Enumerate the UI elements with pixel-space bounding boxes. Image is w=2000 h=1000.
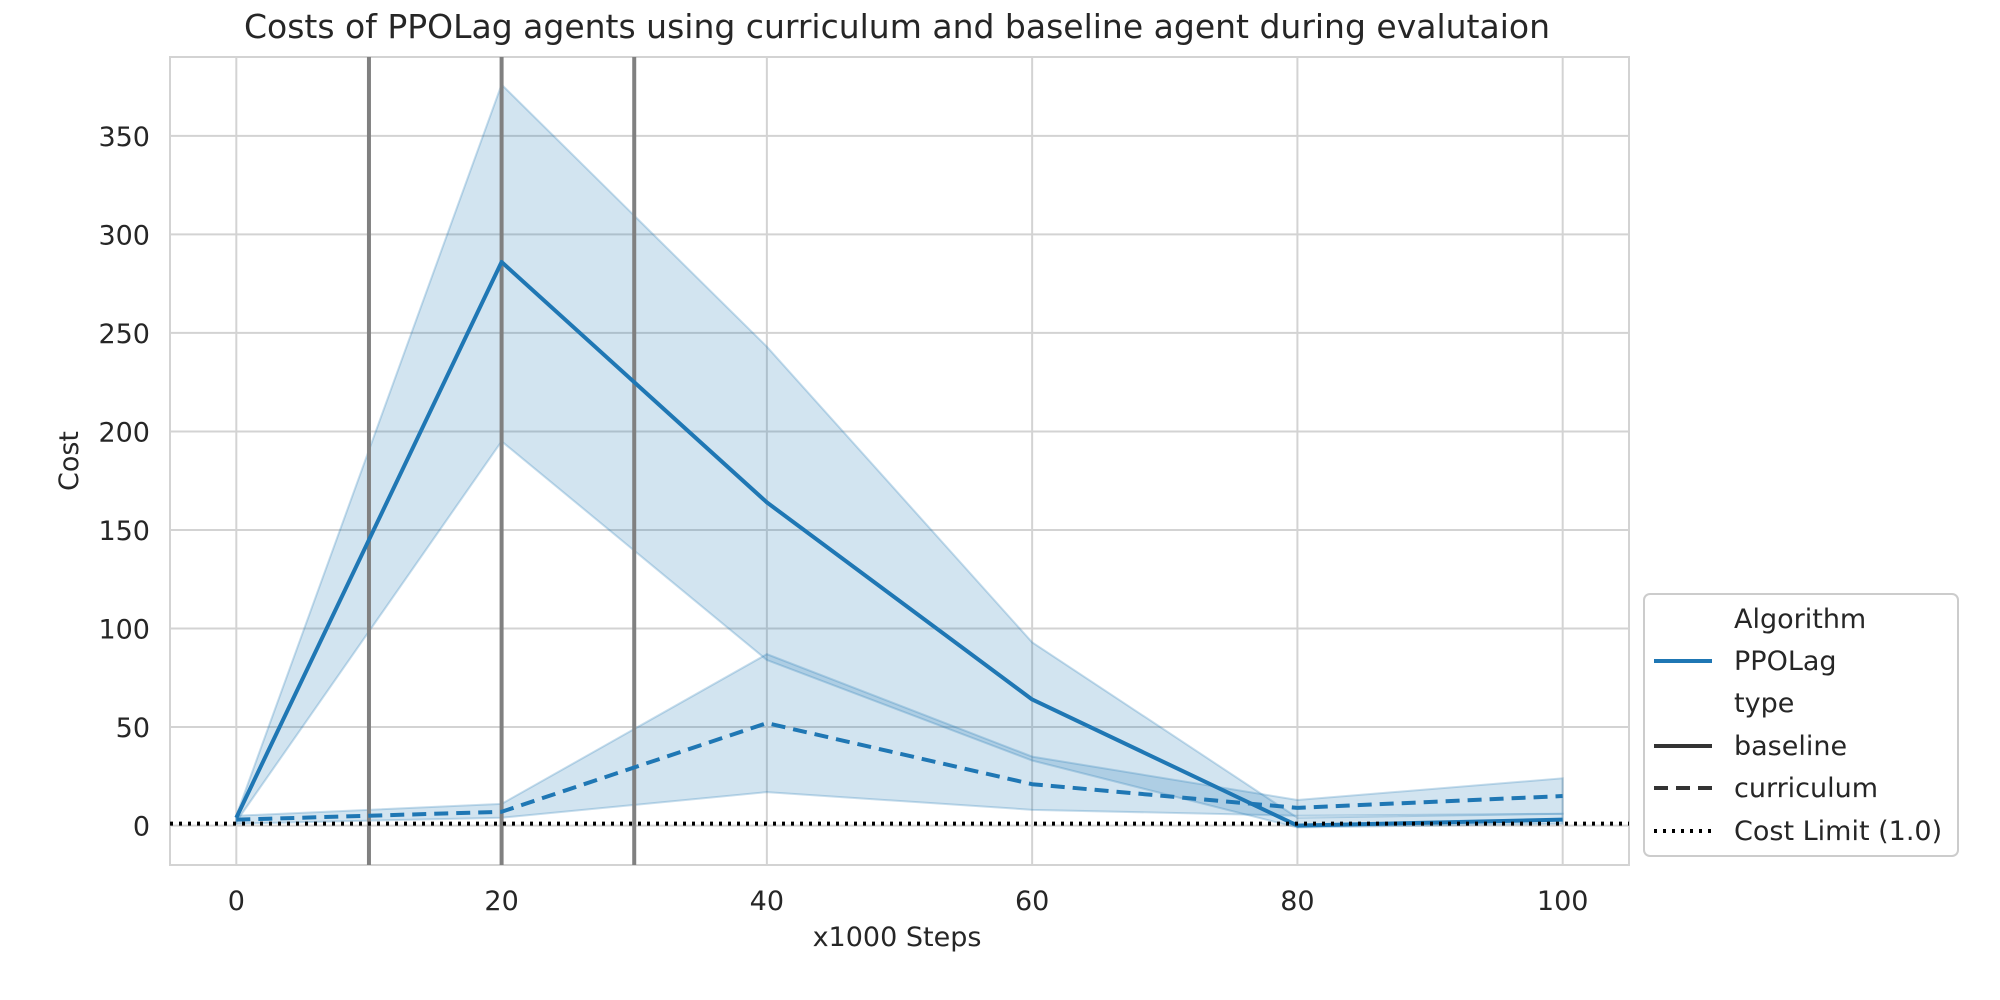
y-tick-label-350: 350	[98, 122, 150, 153]
y-axis-label: Cost	[54, 431, 85, 491]
legend-box	[1643, 593, 1959, 857]
legend-header-algorithm: Algorithm	[1734, 604, 1866, 635]
legend: Algorithm PPOLag type baseline curriculu…	[1643, 593, 1959, 857]
y-tick-label-200: 200	[98, 417, 150, 448]
series-line-curriculum	[236, 721, 1563, 822]
x-tick-label-60: 60	[1015, 886, 1049, 917]
y-tick-label-50: 50	[116, 713, 150, 744]
chart-title: Costs of PPOLag agents using curriculum …	[244, 7, 1550, 46]
x-tick-label-0: 0	[228, 886, 245, 917]
legend-entry-curriculum: curriculum	[1734, 773, 1878, 804]
y-tick-label-300: 300	[98, 220, 150, 251]
y-tick-label-250: 250	[98, 319, 150, 350]
x-tick-label-100: 100	[1537, 886, 1589, 917]
x-tick-label-20: 20	[484, 886, 518, 917]
y-tick-label-100: 100	[98, 615, 150, 646]
legend-entry-cost-limit: Cost Limit (1.0)	[1734, 816, 1942, 847]
curriculum-switch-lines	[366, 57, 637, 865]
x-tick-label-80: 80	[1280, 886, 1314, 917]
legend-header-type: type	[1734, 688, 1794, 719]
y-tick-labels: 0 50 100 150 200 250 300 350	[98, 122, 150, 843]
plot-area	[169, 56, 1630, 866]
legend-entry-ppolag: PPOLag	[1734, 646, 1837, 677]
y-tick-label-150: 150	[98, 516, 150, 547]
plot-frame	[169, 56, 1630, 866]
x-tick-label-40: 40	[750, 886, 784, 917]
y-tick-label-0: 0	[133, 812, 150, 843]
x-axis-label: x1000 Steps	[813, 922, 982, 953]
legend-entry-baseline: baseline	[1734, 731, 1847, 762]
x-tick-labels: 0 20 40 60 80 100	[228, 886, 1589, 917]
